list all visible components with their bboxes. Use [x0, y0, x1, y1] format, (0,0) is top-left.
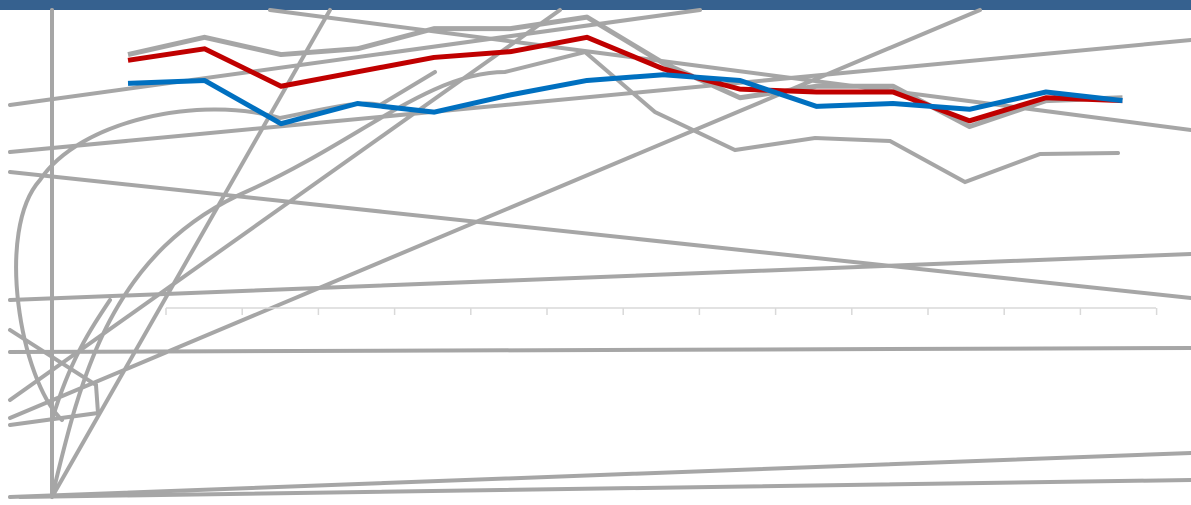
series-line-gray	[127, 14, 1123, 130]
series-lines	[127, 14, 1123, 130]
background-stroke	[50, 49, 1120, 499]
x-axis-ticks	[165, 308, 1158, 315]
background-stroke	[8, 346, 1191, 354]
background-stroke	[8, 38, 1191, 154]
background-stroke	[8, 170, 1191, 300]
background-stroke	[14, 70, 437, 422]
series-line-red	[127, 34, 1123, 124]
series-line-blue	[127, 72, 1123, 127]
background-stroke	[8, 451, 1191, 499]
header-band	[0, 0, 1191, 10]
background-stroke	[50, 298, 112, 422]
background-stroke	[8, 252, 1191, 302]
background-stroke	[8, 8, 982, 420]
background-stroke	[8, 8, 702, 107]
background-stroke	[50, 8, 332, 499]
background-stroke	[18, 478, 1191, 499]
background-stroke	[268, 8, 1191, 132]
background-strokes	[8, 8, 1191, 499]
